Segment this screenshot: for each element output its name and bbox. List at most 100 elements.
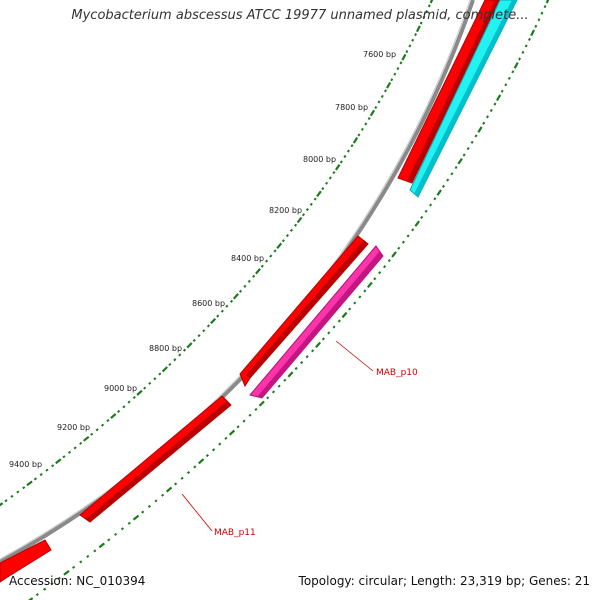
tick-mark (110, 413, 117, 419)
tick-mark (120, 527, 125, 531)
tick-mark (57, 576, 61, 580)
tick-mark (391, 251, 397, 258)
tick-mark (305, 208, 309, 212)
tick-mark (271, 390, 276, 394)
tick-mark (98, 542, 105, 549)
tick-mark (153, 377, 157, 381)
tick-mark (285, 233, 289, 238)
tick-mark (26, 480, 33, 487)
tick-mark (408, 44, 412, 48)
reverse-strand-genes (249, 0, 518, 399)
tick-mark (161, 366, 168, 373)
tick-mark (161, 493, 165, 497)
tick-mark (373, 277, 377, 281)
tick-mark (462, 153, 466, 157)
tick-mark (247, 279, 251, 283)
tick-mark (147, 504, 151, 508)
gene-forward-lower (79, 395, 232, 523)
tick-mark (537, 18, 541, 22)
tick-label: 8800 bp (149, 344, 182, 353)
tick-mark (386, 81, 392, 89)
tick-mark (174, 482, 178, 486)
tick-mark (168, 362, 172, 367)
tick-mark (55, 458, 62, 465)
tick-mark (193, 465, 197, 469)
tick-mark (294, 366, 298, 371)
gene-reverse-magenta-shade (257, 251, 383, 398)
tick-label: 8600 bp (192, 299, 225, 308)
gene-label-mab-p11[interactable]: MAB_p11 (214, 528, 256, 538)
gene-reverse-magenta (249, 245, 384, 399)
tick-mark (86, 554, 90, 558)
tick-mark (489, 108, 493, 112)
tick-mark (521, 50, 525, 54)
tick-mark (216, 314, 220, 318)
gene-forward-lower-shade (86, 401, 231, 522)
tick-mark (352, 137, 359, 144)
tick-mark (228, 429, 236, 436)
tick-mark (405, 50, 409, 54)
tick-mark (507, 76, 511, 80)
tick-mark (35, 593, 39, 597)
tick-mark (343, 154, 347, 159)
tick-mark (545, 0, 550, 4)
tick-mark (528, 37, 531, 41)
tick-mark (143, 386, 147, 390)
tick-mark (433, 197, 437, 201)
tick-mark (107, 538, 111, 542)
tick-mark (300, 361, 304, 365)
tick-mark (518, 57, 521, 61)
tick-mark (543, 5, 547, 9)
tick-mark (530, 29, 535, 37)
tick-mark (477, 126, 483, 133)
tick-mark (100, 423, 105, 427)
tick-mark (406, 234, 410, 238)
forward-strand-genes (0, 0, 501, 583)
tick-mark (16, 490, 20, 494)
tick-label: 7600 bp (363, 50, 396, 59)
tick-mark (337, 319, 341, 323)
tick-mark (4, 499, 8, 503)
tick-mark (399, 61, 403, 65)
tick-mark (294, 223, 298, 227)
tick-mark (380, 94, 384, 98)
tick-mark (224, 436, 228, 440)
tick-mark (22, 486, 26, 490)
tick-mark (10, 494, 14, 498)
gene-forward-middle-shade (246, 240, 368, 378)
tick-mark (289, 228, 293, 232)
tick-mark (301, 213, 306, 217)
tick-mark (154, 499, 158, 503)
tick-mark (0, 502, 4, 507)
tick-label: 8400 bp (231, 254, 264, 263)
tick-mark (311, 349, 315, 353)
tick-mark (114, 532, 118, 536)
gene-reverse-cyan-shade (414, 0, 517, 197)
bp-tick-labels: 7600 bp 7800 bp 8000 bp 8200 bp 8400 bp … (9, 50, 396, 469)
gene-label-mab-p10[interactable]: MAB_p10 (376, 368, 418, 378)
tick-mark (470, 140, 474, 144)
tick-label: 9200 bp (57, 423, 90, 432)
tick-mark (348, 307, 352, 311)
tick-mark (205, 453, 209, 458)
tick-mark (325, 181, 329, 185)
tick-mark (106, 419, 110, 423)
tick-mark (363, 289, 367, 293)
tick-mark (424, 209, 428, 213)
tick-mark (197, 334, 201, 338)
tick-mark (218, 442, 222, 446)
tick-mark (186, 471, 191, 475)
tick-mark (248, 413, 252, 417)
backbone-ring (0, 0, 475, 564)
tick-mark (436, 189, 442, 196)
tick-mark (79, 441, 83, 445)
tick-mark (276, 242, 283, 249)
tick-mark (504, 83, 508, 87)
tick-mark (178, 353, 182, 357)
tick-mark (72, 565, 76, 569)
tick-mark (383, 265, 387, 269)
tick-mark (511, 70, 515, 74)
tick-mark (378, 271, 382, 275)
tick-mark (327, 331, 331, 335)
